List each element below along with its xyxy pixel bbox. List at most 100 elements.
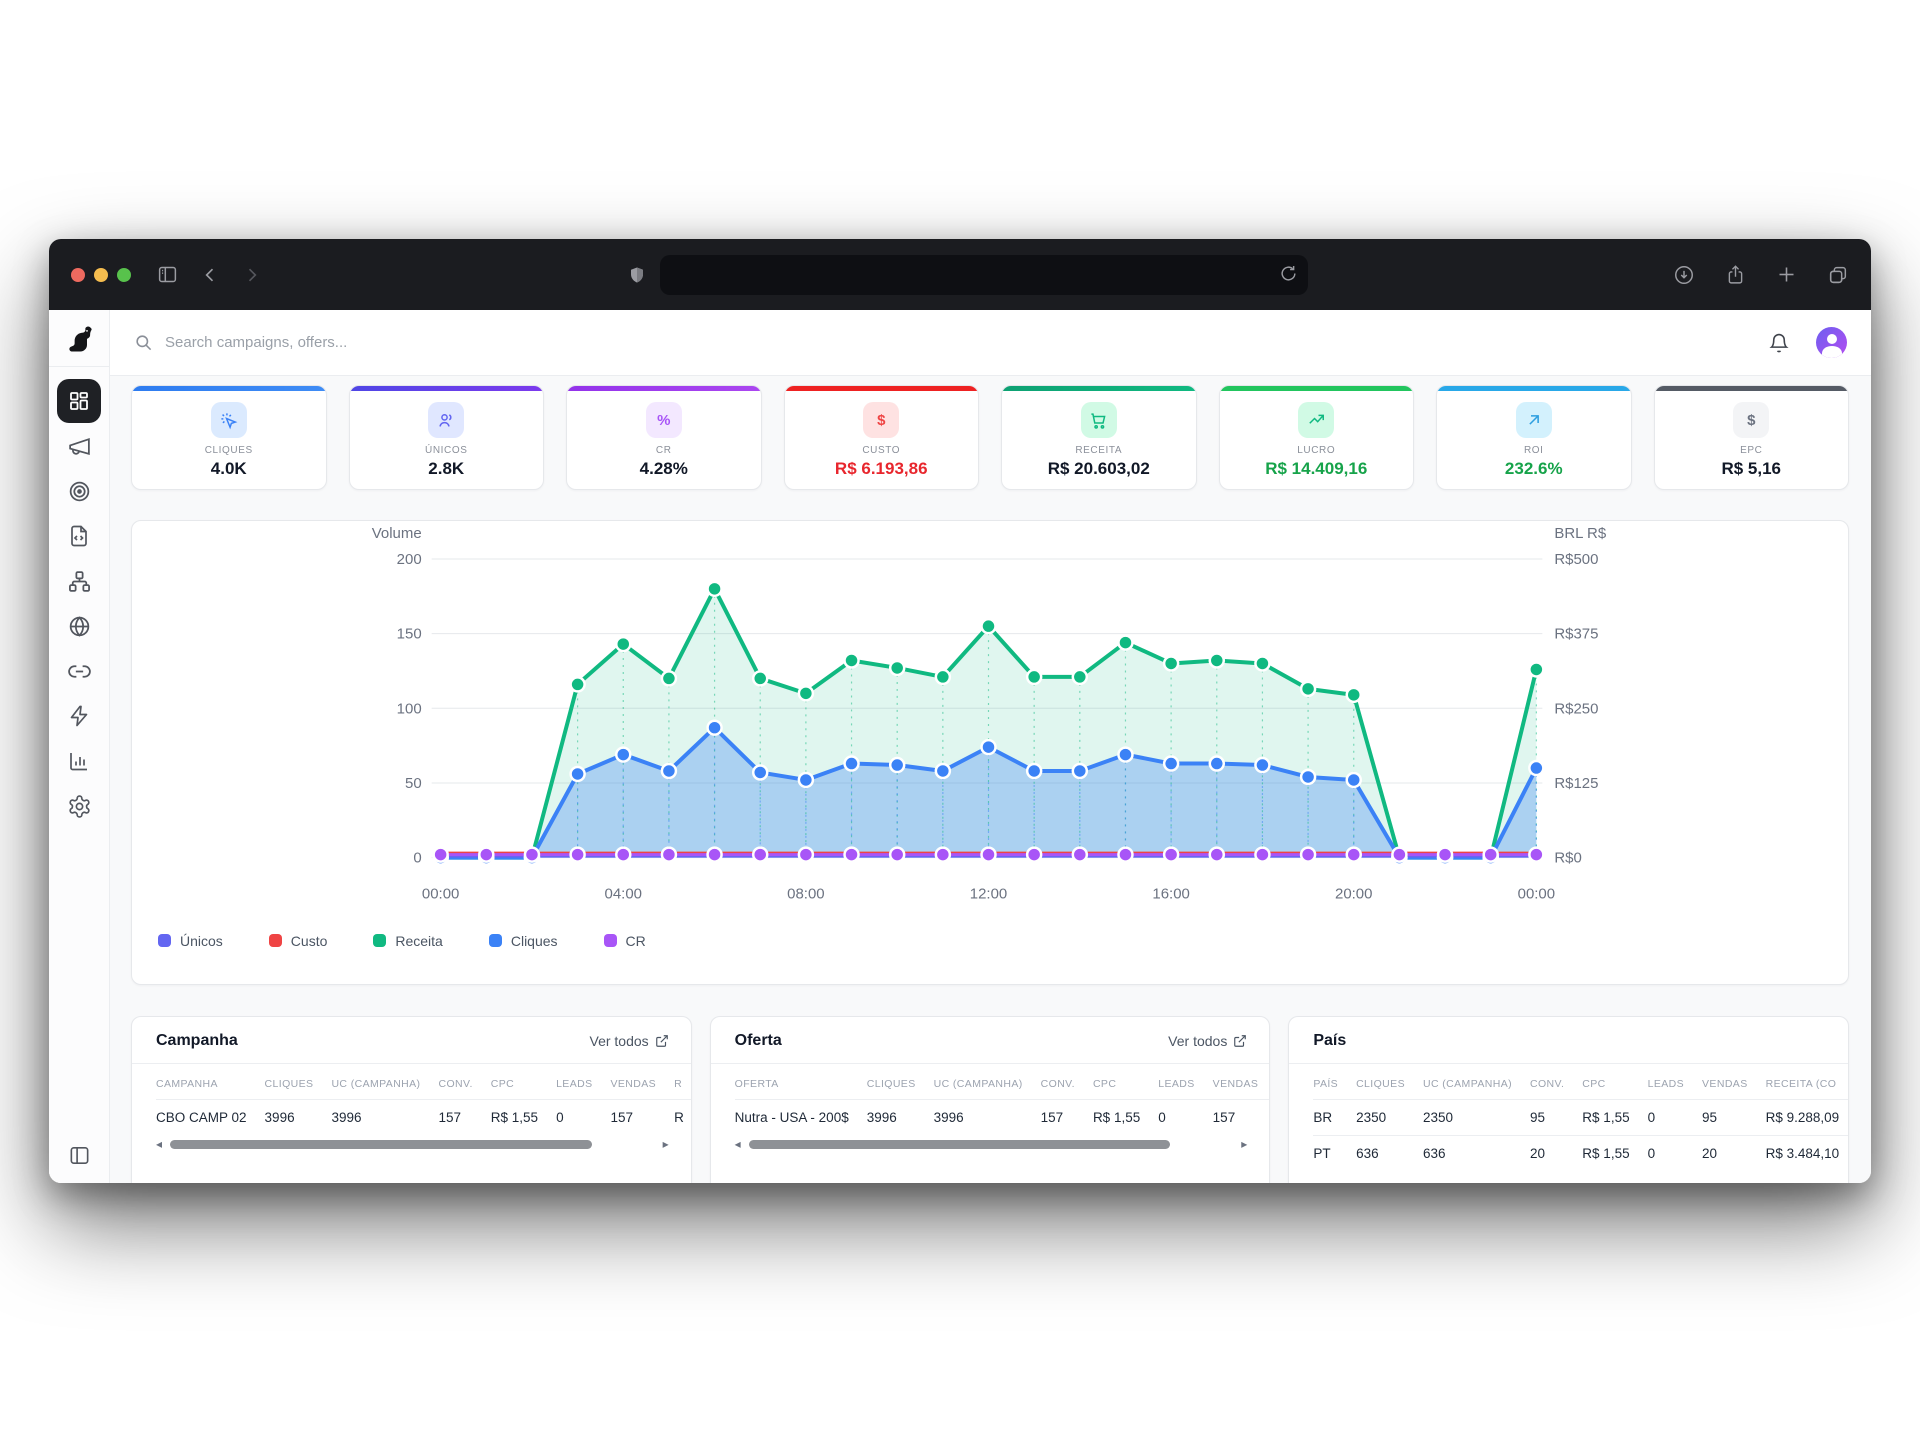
sidebar-item-landing-pages[interactable] [57, 514, 101, 558]
legend-swatch [488, 934, 502, 948]
legend-swatch [373, 934, 387, 948]
notifications-bell-icon[interactable] [1768, 332, 1790, 354]
user-avatar[interactable] [1816, 327, 1847, 358]
toggle-sidebar-icon[interactable] [157, 264, 178, 285]
back-button[interactable] [200, 265, 220, 285]
zoom-window-button[interactable] [117, 267, 131, 282]
table-row[interactable]: PT 636 636 20 R$ 1,55 0 20 R$ 3.484,10 [1313, 1135, 1848, 1171]
scrollbar-thumb[interactable] [170, 1139, 592, 1149]
traffic-chart-card: 0 R$0 50 R$125 100 R$250 150 R$375 200 R$500 Volum… [131, 520, 1849, 985]
sidebar-item-settings[interactable] [57, 784, 101, 828]
sidebar-item-dashboard[interactable] [57, 379, 101, 423]
card-title: Campanha [156, 1032, 238, 1049]
sidebar-item-links[interactable] [57, 649, 101, 693]
scroll-right-arrow[interactable]: ▸ [1241, 1137, 1248, 1151]
svg-text:R$375: R$375 [1554, 626, 1598, 643]
collapse-sidebar-icon[interactable] [68, 1144, 91, 1167]
ver-todos-link[interactable]: Ver todos [1168, 1033, 1247, 1049]
horizontal-scrollbar[interactable]: ◂ ▸ [711, 1135, 1270, 1160]
card-title: Oferta [734, 1032, 782, 1049]
svg-text:16:00: 16:00 [1152, 886, 1189, 903]
address-bar[interactable] [659, 254, 1308, 295]
column-header: RECEITA (CO [1765, 1078, 1837, 1090]
column-header: CAMPANHA [156, 1078, 218, 1090]
kpi-label: ROI [1523, 445, 1544, 456]
svg-text:0: 0 [413, 850, 421, 867]
sidebar-item-campaigns[interactable] [57, 424, 101, 468]
svg-text:100: 100 [397, 700, 422, 717]
column-header: UC (CAMPANHA) [331, 1078, 421, 1090]
kpi-card-roi[interactable]: ROI 232.6% [1436, 385, 1632, 490]
oferta-card: Oferta Ver todos OFERTA CLIQUES UC (CAMPAN… [709, 1016, 1271, 1183]
sidebar-item-flows[interactable] [57, 559, 101, 603]
kpi-label: EPC [1740, 445, 1763, 456]
svg-text:R$125: R$125 [1554, 775, 1598, 792]
column-header: CPC [1582, 1078, 1606, 1090]
kpi-card-lucro[interactable]: LUCRO R$ 14.409,16 [1218, 385, 1414, 490]
sidebar-item-reports[interactable] [57, 739, 101, 783]
app-header [110, 310, 1871, 376]
kpi-accent-bar [132, 386, 326, 391]
traffic-lights [71, 267, 131, 282]
kpi-card-unicos[interactable]: ÚNICOS 2.8K [348, 385, 544, 490]
kpi-card-epc[interactable]: $ EPC R$ 5,16 [1653, 385, 1849, 490]
svg-text:00:00: 00:00 [422, 886, 459, 903]
sidebar-item-automations[interactable] [57, 694, 101, 738]
dog-logo[interactable] [64, 324, 94, 354]
horizontal-scrollbar[interactable]: ◂ ▸ [132, 1135, 691, 1160]
column-header: OFERTA [734, 1078, 779, 1090]
campanha-card: Campanha Ver todos CAMPANHA CLIQUES UC (CA… [131, 1016, 692, 1183]
kpi-card-cr[interactable]: % CR 4.28% [566, 385, 762, 490]
search-input[interactable] [165, 334, 585, 351]
legend-item-receita[interactable]: Receita [373, 933, 443, 949]
legend-item-unicos[interactable]: Únicos [158, 933, 223, 949]
svg-text:08:00: 08:00 [787, 886, 824, 903]
close-window-button[interactable] [71, 267, 85, 282]
privacy-shield-icon[interactable] [628, 265, 646, 285]
legend-item-cliques[interactable]: Cliques [488, 933, 558, 949]
sidebar-item-domains[interactable] [57, 604, 101, 648]
global-search[interactable] [134, 333, 1768, 352]
kpi-value: R$ 5,16 [1721, 459, 1782, 478]
reload-icon[interactable] [1279, 264, 1298, 283]
legend-swatch [158, 934, 171, 948]
downloads-icon[interactable] [1673, 264, 1695, 286]
column-header: LEADS [556, 1078, 593, 1090]
scrollbar-thumb[interactable] [748, 1139, 1171, 1149]
kpi-card-custo[interactable]: $ CUSTO R$ 6.193,86 [783, 385, 979, 490]
forward-button[interactable] [242, 265, 262, 285]
kpi-value: R$ 14.409,16 [1265, 459, 1368, 478]
table-row[interactable]: Nutra - USA - 200$ 3996 3996 157 R$ 1,55 0 157 [734, 1099, 1270, 1135]
kpi-card-receita[interactable]: RECEITA R$ 20.603,02 [1001, 385, 1197, 490]
tab-overview-icon[interactable] [1827, 264, 1849, 286]
legend-item-cr[interactable]: CR [603, 933, 646, 949]
svg-text:200: 200 [397, 551, 422, 568]
sidebar-item-offers[interactable] [57, 469, 101, 513]
oferta-table: OFERTA CLIQUES UC (CAMPANHA) CONV. CPC LEADS V… [734, 1068, 1270, 1135]
ver-todos-link[interactable]: Ver todos [590, 1033, 669, 1049]
kpi-label: CUSTO [862, 445, 901, 456]
svg-text:R$250: R$250 [1554, 700, 1598, 717]
table-row[interactable]: CBO CAMP 02 3996 3996 157 R$ 1,55 0 157 R [156, 1099, 691, 1135]
external-link-icon [655, 1035, 668, 1047]
share-icon[interactable] [1725, 264, 1746, 286]
dollar-icon: $ [1733, 402, 1770, 438]
time-series-chart[interactable]: 0 R$0 50 R$125 100 R$250 150 R$375 200 R$500 Volum… [132, 521, 1848, 921]
scroll-left-arrow[interactable]: ◂ [156, 1137, 163, 1151]
column-header: CONV. [1530, 1078, 1565, 1090]
table-row[interactable]: BR 2350 2350 95 R$ 1,55 0 95 R$ 9.288,09 [1313, 1099, 1848, 1136]
column-header: UC (CAMPANHA) [933, 1078, 1023, 1090]
svg-text:Volume: Volume [372, 525, 422, 542]
sidebar-divider [49, 366, 110, 367]
scroll-left-arrow[interactable]: ◂ [734, 1137, 741, 1151]
kpi-label: RECEITA [1075, 445, 1123, 456]
minimize-window-button[interactable] [94, 267, 108, 282]
column-header: LEADS [1158, 1078, 1195, 1090]
svg-text:150: 150 [397, 626, 422, 643]
legend-item-custo[interactable]: Custo [268, 933, 327, 949]
svg-text:R$500: R$500 [1554, 551, 1598, 568]
dollar-icon: $ [863, 402, 900, 438]
kpi-card-cliques[interactable]: CLIQUES 4.0K [131, 385, 327, 490]
scroll-right-arrow[interactable]: ▸ [662, 1137, 669, 1151]
new-tab-icon[interactable] [1776, 264, 1797, 285]
